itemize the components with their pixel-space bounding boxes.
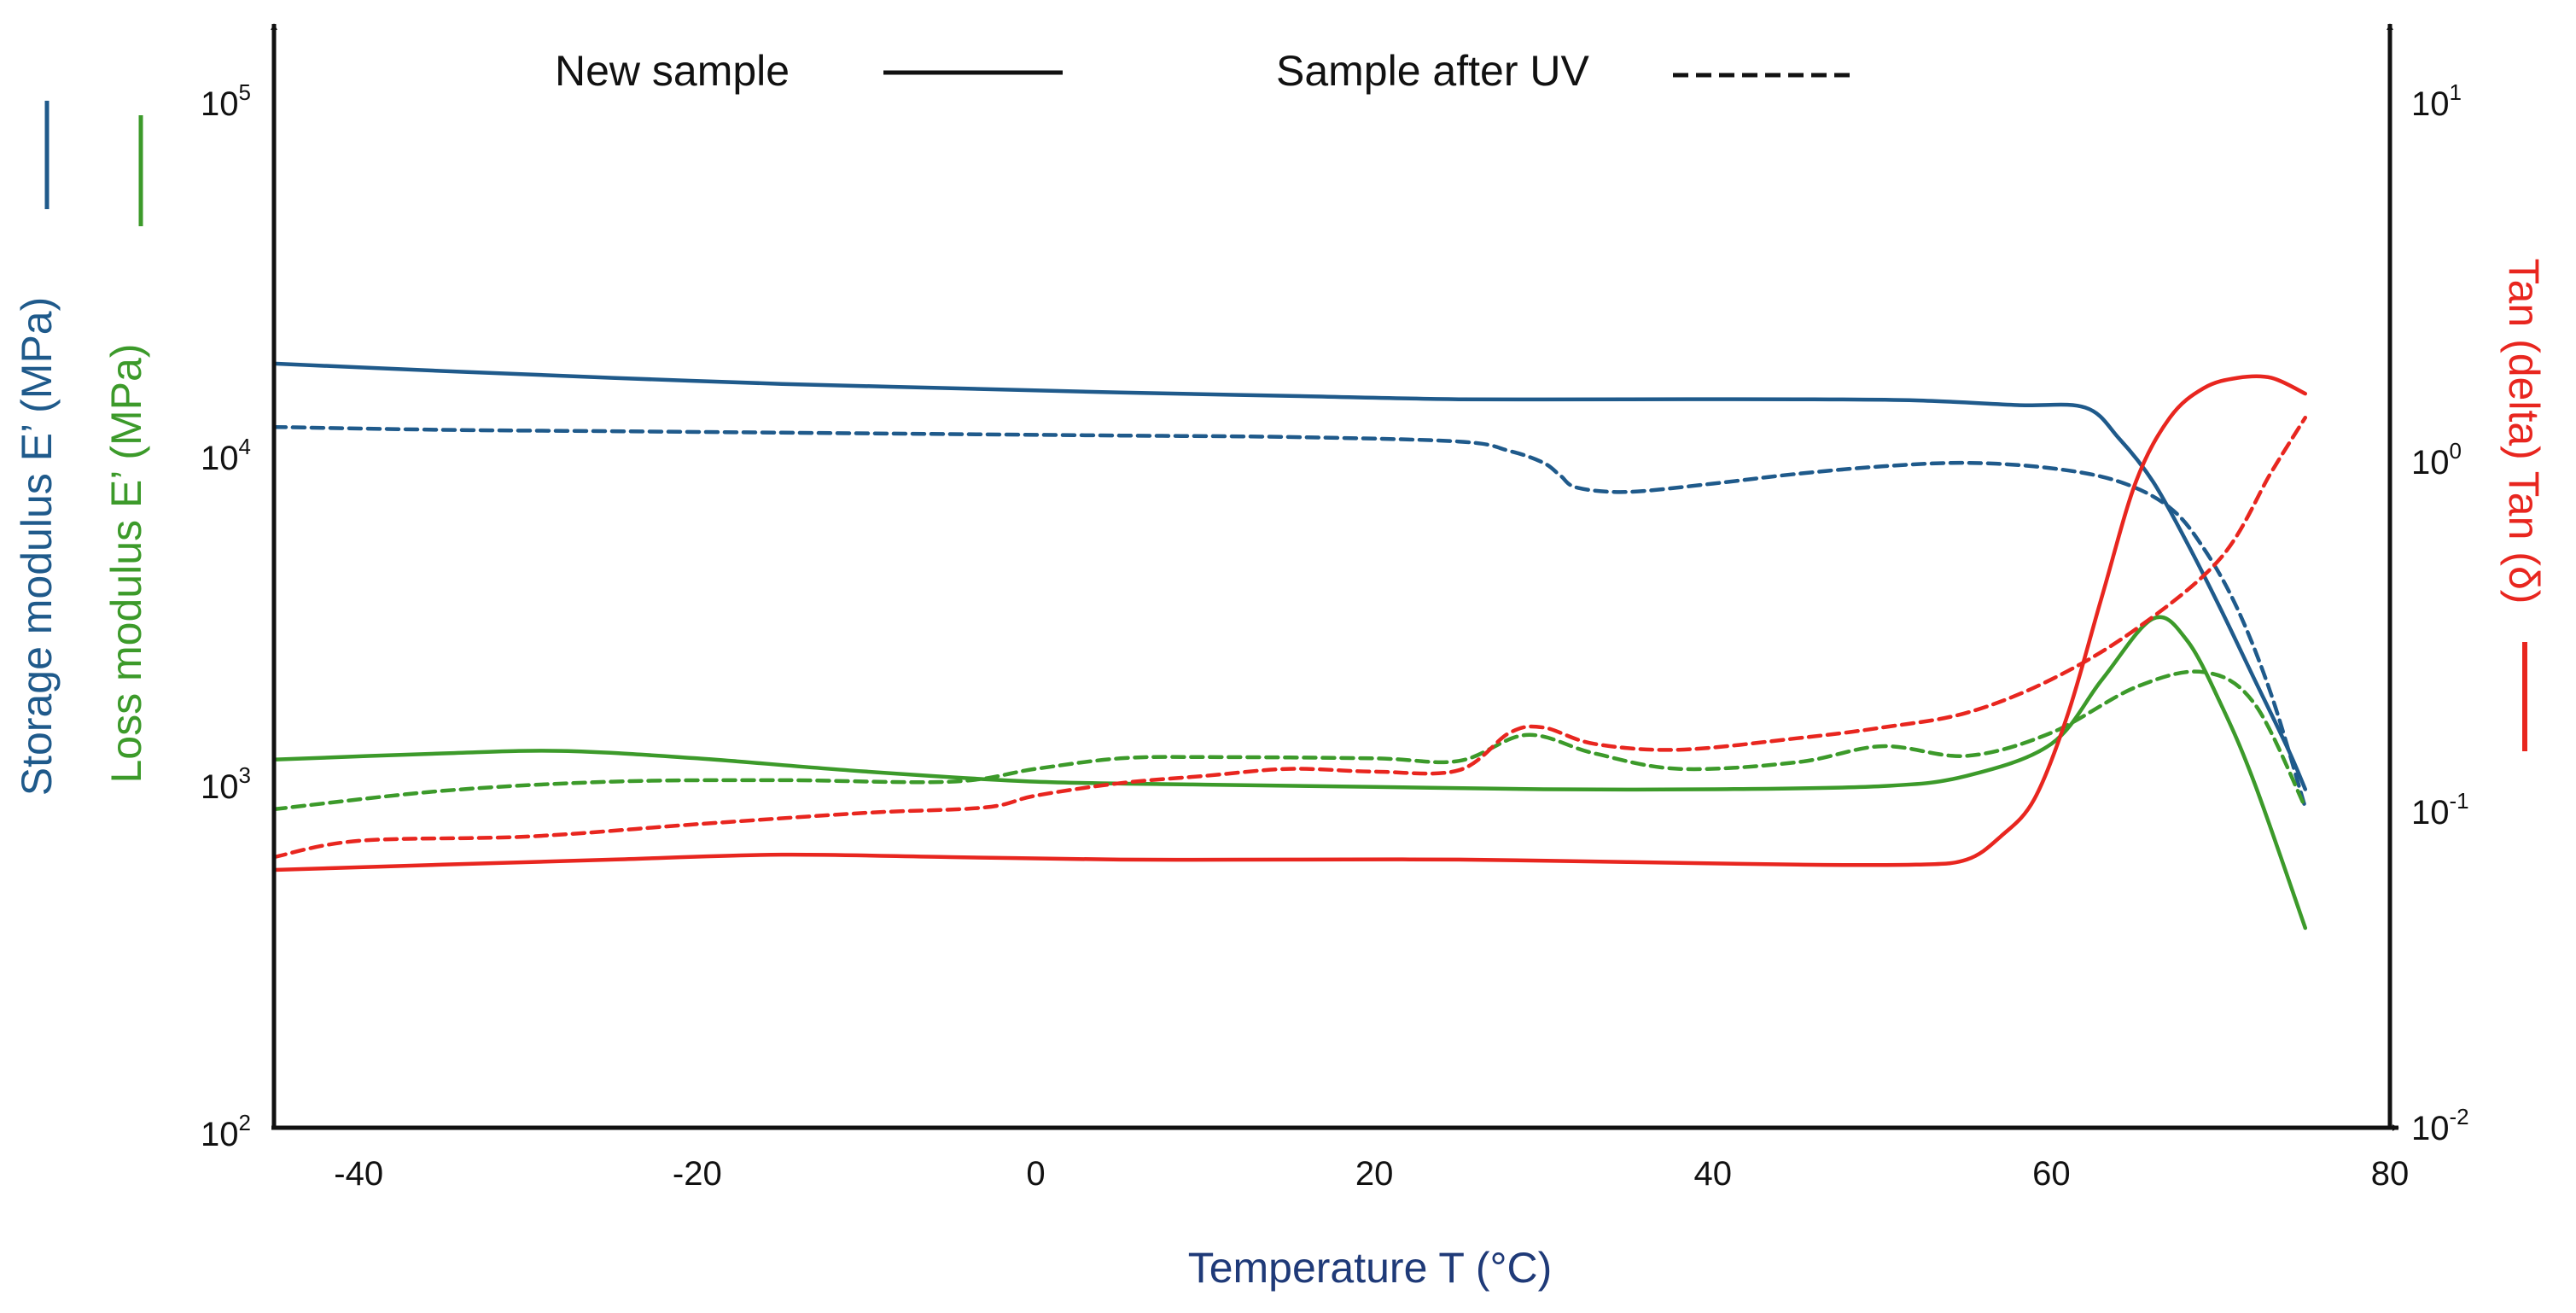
x-tick-label: -20: [673, 1155, 722, 1193]
legend-label-sample-after-uv: Sample after UV: [1276, 47, 1589, 95]
left-y-tick-label: 103: [201, 762, 251, 806]
right-y-tick-label: 10-1: [2411, 788, 2469, 832]
series-line-loss-after-uv: [271, 669, 2308, 812]
x-tick-label: 20: [1355, 1155, 1394, 1193]
series-line-tan-after-uv: [271, 415, 2308, 860]
x-tick-label: -40: [334, 1155, 383, 1193]
right-y-tick-labels: 10-2 10-1 100 101: [2411, 79, 2469, 1147]
x-tick-label: 60: [2032, 1155, 2071, 1193]
x-tick-label: 40: [1693, 1155, 1732, 1193]
series-line-loss-new-sample: [271, 615, 2308, 931]
legend: New sample Sample after UV: [555, 47, 1852, 95]
x-tick-label: 80: [2371, 1155, 2410, 1193]
left-y-tick-label: 105: [201, 79, 251, 123]
left-y-tick-label: 102: [201, 1110, 251, 1153]
series-layer: [271, 361, 2308, 931]
left-y-tick-labels: 102 103 104 105: [201, 79, 251, 1153]
series-line-storage-after-uv: [271, 424, 2308, 810]
series-line-storage-new-sample: [271, 361, 2308, 791]
x-tick-label: 0: [1026, 1155, 1045, 1193]
legend-label-new-sample: New sample: [555, 47, 790, 95]
y-left-label-loss: Loss modulus E’ (MPa): [102, 344, 150, 784]
x-axis-label: Temperature T (°C): [1188, 1244, 1553, 1292]
x-tick-labels: -40 -20 0 20 40 60 80: [334, 1155, 2409, 1193]
right-y-tick-label: 101: [2411, 79, 2462, 123]
y-right-label-tan: Tan (delta) Tan (δ): [2500, 259, 2548, 604]
right-y-tick-label: 10-2: [2411, 1104, 2469, 1147]
right-y-tick-label: 100: [2411, 438, 2462, 481]
series-line-tan-new-sample: [271, 374, 2308, 872]
left-y-tick-label: 104: [201, 434, 251, 477]
y-left-label-storage: Storage modulus E’ (MPa): [13, 297, 61, 797]
